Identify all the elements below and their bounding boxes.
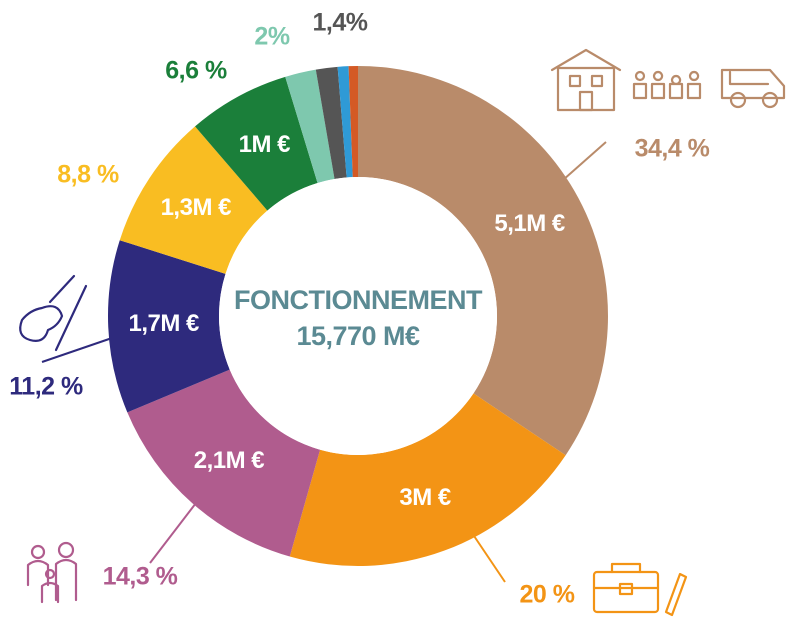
- leader-line: [562, 141, 607, 181]
- donut-segment: [315, 66, 347, 179]
- donut-segment: [348, 66, 358, 178]
- center-hole: [219, 177, 497, 455]
- donut-segment: [195, 76, 318, 211]
- amount-label: 3M €: [399, 484, 451, 511]
- center-subtitle: 15,770 M€: [296, 321, 420, 351]
- icon-briefcase: [592, 562, 688, 617]
- percent-label: 14,3 %: [103, 563, 178, 591]
- donut-segment: [337, 66, 353, 178]
- percent-label: 1,4%: [313, 9, 368, 37]
- leader-line: [41, 337, 113, 363]
- icon-family: [26, 541, 78, 604]
- leader-lines: [41, 141, 607, 583]
- donut-segment: [285, 69, 335, 184]
- percent-label: 2%: [254, 23, 289, 51]
- percent-label: 34,4 %: [635, 135, 710, 163]
- amount-label: 2,1M €: [194, 447, 265, 474]
- amount-label: 1,3M €: [161, 194, 232, 221]
- donut-segment: [289, 393, 566, 566]
- icon-violin: [19, 274, 88, 352]
- donut-segment: [127, 369, 321, 557]
- icon-house-family-car: [550, 48, 786, 112]
- leader-line: [149, 502, 197, 564]
- leader-line: [469, 529, 506, 583]
- percent-label: 11,2 %: [9, 373, 83, 401]
- percent-label: 6,6 %: [165, 57, 227, 85]
- amount-label: 1M €: [239, 131, 291, 158]
- amount-label: 5,1M €: [494, 210, 565, 237]
- amount-label: 1,7M €: [129, 310, 200, 337]
- donut-segment: [119, 126, 268, 274]
- donut-segment: [358, 66, 609, 456]
- donut-segment: [107, 240, 230, 413]
- center-title: FONCTIONNEMENT: [234, 285, 483, 315]
- percent-label: 8,8 %: [57, 161, 119, 189]
- percent-label: 20 %: [520, 581, 575, 609]
